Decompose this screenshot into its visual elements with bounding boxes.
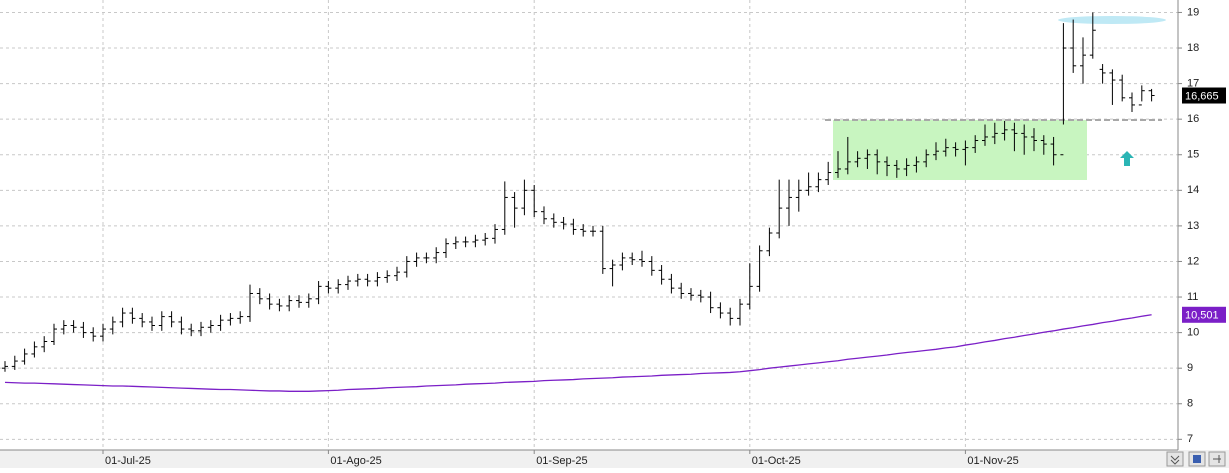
y-tick-label: 7 xyxy=(1187,433,1193,445)
save-icon xyxy=(1193,455,1201,463)
y-tick-label: 11 xyxy=(1187,291,1198,303)
support-zone xyxy=(833,120,1087,180)
last-price-label: 16,665 xyxy=(1185,90,1219,102)
y-tick-label: 10 xyxy=(1187,327,1199,339)
price-bars xyxy=(2,12,1155,392)
x-tick-label: 01-Nov-25 xyxy=(967,455,1018,467)
last-price-box xyxy=(1182,87,1226,104)
ma-last-label: 10,501 xyxy=(1185,310,1219,322)
scroll-button[interactable] xyxy=(1166,451,1184,467)
y-tick-label: 19 xyxy=(1187,6,1199,18)
x-tick-label: 01-Jul-25 xyxy=(105,455,151,467)
y-tick-label: 17 xyxy=(1187,78,1199,90)
y-tick-label: 12 xyxy=(1187,255,1199,267)
y-tick-label: 15 xyxy=(1187,149,1199,161)
toolbar xyxy=(1166,451,1226,467)
ma-last-box xyxy=(1182,306,1226,323)
x-axis-strip xyxy=(0,450,1229,468)
y-tick-label: 9 xyxy=(1187,362,1193,374)
axis-labels: 7 8 9 10 11 12 13 14 15 16 17 18 19 01-Jul-25 01-Ago-2… xyxy=(102,6,1226,467)
y-tick-label: 14 xyxy=(1187,184,1199,196)
x-tick-label: 01-Sep-25 xyxy=(536,455,587,467)
moving-average xyxy=(4,314,1152,392)
y-tick-label: 18 xyxy=(1187,42,1199,54)
x-tick-label: 01-Oct-25 xyxy=(752,455,801,467)
high-marker xyxy=(1058,16,1166,24)
y-tick-label: 8 xyxy=(1187,398,1193,410)
y-tick-label: 13 xyxy=(1187,220,1199,232)
pin-icon xyxy=(1213,455,1221,463)
y-tick-label: 16 xyxy=(1187,113,1199,125)
x-tick-label: 01-Ago-25 xyxy=(330,455,381,467)
grid xyxy=(0,0,1178,450)
scroll-icon xyxy=(1170,455,1180,465)
up-arrow xyxy=(1120,151,1134,166)
